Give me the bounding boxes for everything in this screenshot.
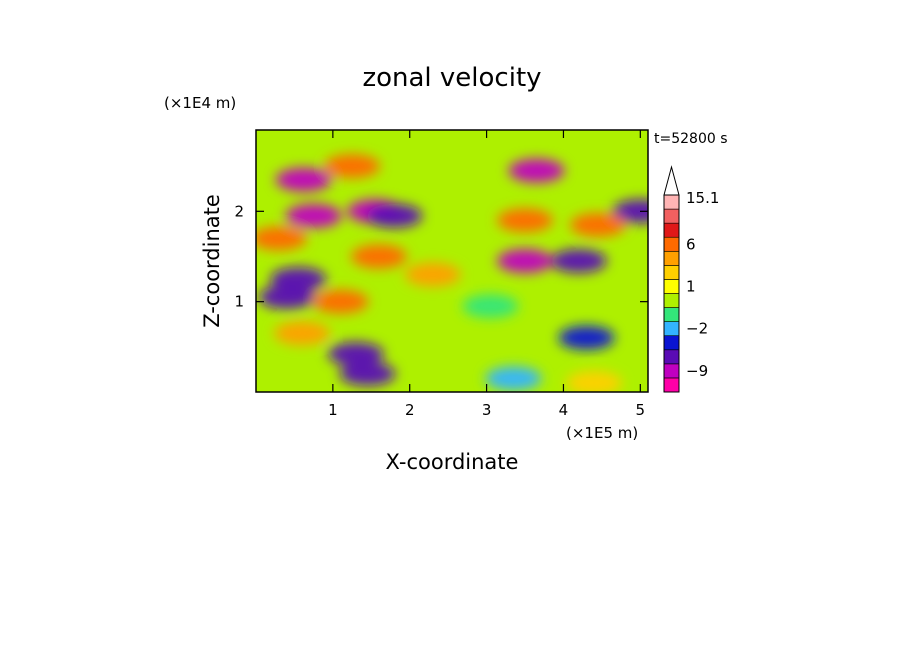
heatmap-feature-17 — [570, 212, 627, 237]
colorbar-level — [663, 222, 680, 238]
heatmap-feature-12 — [558, 325, 615, 350]
colorbar-level — [663, 377, 680, 393]
heatmap-feature-5 — [258, 285, 315, 310]
x-tick-label: 5 — [636, 401, 646, 419]
colorbar-level — [663, 293, 680, 308]
heatmap-feature-10 — [550, 249, 607, 273]
colorbar-tick-label: −2 — [686, 320, 708, 338]
heatmap-feature-22 — [566, 370, 623, 392]
plot-area — [256, 130, 648, 392]
heatmap-feature-19 — [350, 244, 407, 269]
y-axis-label: Z-coordinate — [200, 194, 224, 328]
heatmap-feature-20 — [274, 321, 331, 346]
heatmap-feature-3 — [366, 203, 423, 228]
y-unit-label: (×1E4 m) — [164, 94, 236, 112]
heatmap-feature-23 — [462, 294, 519, 319]
heatmap-feature-13 — [485, 366, 542, 391]
heatmap-feature-8 — [508, 158, 565, 183]
colorbar-level — [663, 194, 680, 210]
colorbar-max-label: 15.1 — [686, 189, 719, 207]
heatmap-feature-15 — [256, 226, 308, 251]
heatmap-feature-21 — [404, 262, 461, 287]
heatmap-feature-16 — [497, 208, 554, 233]
colorbar-level — [663, 250, 680, 266]
y-axis: 12 — [234, 202, 648, 311]
heatmap-feature-0 — [275, 167, 332, 192]
heatmap-feature-14 — [324, 154, 381, 179]
colorbar-level — [663, 307, 680, 322]
colorbar-tick-label: −9 — [686, 362, 708, 380]
colorbar-frame — [663, 194, 680, 393]
colorbar-tick-label: 6 — [686, 235, 696, 253]
colorbar-level — [663, 208, 680, 224]
x-axis-label: X-coordinate — [386, 450, 519, 474]
colorbar-level — [663, 349, 680, 365]
x-tick-label: 2 — [405, 401, 415, 419]
colorbar: 15.1 6 1 −2 −9 — [663, 165, 719, 393]
colorbar-level — [663, 321, 680, 337]
colorbar-level — [663, 236, 680, 252]
colorbar-level — [663, 363, 680, 379]
chart-title: zonal velocity — [362, 63, 541, 93]
heatmap-feature-9 — [497, 249, 554, 273]
x-unit-label: (×1E5 m) — [566, 424, 638, 442]
heatmap-marks — [256, 154, 648, 392]
colorbar-level — [663, 265, 680, 280]
heatmap-feature-11 — [612, 199, 648, 224]
colorbar-level — [663, 335, 680, 351]
heatmap-feature-4 — [270, 267, 327, 292]
y-tick-label: 1 — [234, 293, 244, 311]
colorbar-tick-label: 1 — [686, 277, 696, 295]
x-tick-label: 3 — [482, 401, 492, 419]
heatmap-feature-6 — [327, 342, 384, 367]
x-tick-label: 4 — [559, 401, 569, 419]
heatmap-feature-1 — [285, 203, 342, 228]
y-tick-label: 2 — [234, 202, 244, 220]
plot-frame — [255, 129, 649, 393]
heatmap-feature-18 — [312, 289, 369, 314]
colorbar-level — [663, 279, 680, 294]
x-axis: 1 2 3 4 5 — [328, 130, 645, 419]
colorbar-extend-arrow — [663, 165, 680, 196]
x-tick-label: 1 — [328, 401, 338, 419]
time-label: t=52800 s — [654, 131, 728, 147]
heatmap-feature-7 — [339, 361, 396, 386]
